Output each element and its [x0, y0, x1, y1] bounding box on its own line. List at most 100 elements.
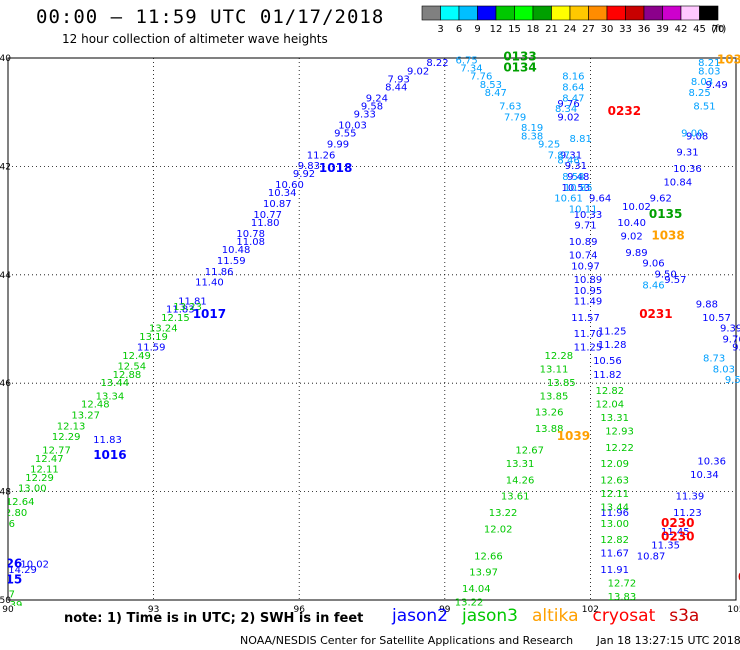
wave-height-value: 8.73: [703, 354, 725, 365]
wave-height-value: 8.03: [698, 66, 720, 77]
wave-height-value: 13.33: [0, 578, 3, 589]
wave-height-value: 10.87: [263, 199, 292, 210]
wave-height-value: 9.02: [621, 232, 643, 243]
wave-height-value: 8.46: [642, 280, 664, 291]
wave-height-value: 13.44: [600, 503, 629, 514]
wave-height-value: 11.49: [574, 297, 603, 308]
wave-height-value: 13.23: [173, 302, 202, 313]
wave-height-value: 12.29: [52, 432, 81, 443]
wave-height-value: 8.34: [555, 104, 577, 115]
wave-height-value: 13.85: [540, 391, 569, 402]
colorbar-label: 30: [601, 24, 614, 35]
x-tick-label: 90: [2, 605, 14, 615]
colorbar-label: 24: [564, 24, 577, 35]
pass-time-label: 0229: [644, 605, 677, 619]
wave-height-value: 9.08: [686, 131, 708, 142]
wave-height-value: 9.58: [361, 101, 383, 112]
wave-height-value: 9.00: [681, 129, 703, 140]
wave-height-value: 8.47: [485, 88, 507, 99]
wave-height-value: 12.22: [605, 443, 634, 454]
wave-height-value: 12.29: [25, 473, 54, 484]
wave-height-value: 10.02: [20, 559, 49, 570]
wave-height-value: 9.62: [650, 194, 672, 205]
wave-height-value: 13.31: [506, 459, 535, 470]
wave-height-value: 11.82: [593, 370, 622, 381]
wave-height-value: 8.22: [426, 58, 448, 69]
wave-height-value: 12.04: [595, 400, 624, 411]
y-tick-label: -44: [0, 271, 11, 281]
credit-text: NOAA/NESDIS Center for Satellite Applica…: [240, 634, 574, 647]
wave-height-value: 10.61: [554, 194, 583, 205]
wave-height-value: 13.00: [18, 484, 47, 495]
wave-height-value: 14.37: [0, 589, 15, 600]
chart-subtitle: 12 hour collection of altimeter wave hei…: [62, 32, 328, 46]
plot-frame: [7, 57, 737, 601]
wave-height-value: 13.09: [0, 541, 3, 552]
wave-height-value: 11.28: [598, 340, 627, 351]
wave-height-value: 8.64: [562, 83, 584, 94]
wave-height-value: 12.49: [122, 351, 151, 362]
wave-height-value: 9.02: [407, 66, 429, 77]
wave-height-value: 11.23: [673, 508, 702, 519]
wave-height-value: 9.71: [574, 221, 596, 232]
wave-height-value: 11.59: [137, 343, 166, 354]
pass-time-label: 1038: [651, 229, 684, 243]
x-tick-label: 105: [727, 605, 740, 615]
colorbar-label: 70: [712, 24, 725, 35]
pass-time-label: 0133: [503, 50, 536, 64]
wave-height-value: 9.53: [725, 375, 740, 386]
y-tick-label: -46: [0, 379, 11, 389]
wave-height-value: 8.25: [688, 88, 710, 99]
wave-height-value: 8.47: [562, 93, 584, 104]
colorbar-label: 12: [490, 24, 503, 35]
colorbar-label: (ft): [711, 24, 726, 35]
y-tick-label: -50: [0, 596, 11, 606]
wave-height-value: 10.74: [569, 251, 598, 262]
wave-height-value: 11.83: [93, 435, 122, 446]
pass-time-label: 0134: [503, 61, 536, 75]
wave-height-value: 9.89: [625, 248, 647, 259]
wave-height-value: 9.83: [298, 161, 320, 172]
pass-time-label: 022: [738, 570, 740, 584]
wave-height-value: 12.80: [0, 508, 27, 519]
wave-height-value: 8.03: [691, 77, 713, 88]
colorbar-label: 15: [508, 24, 521, 35]
wave-height-value: 14.29: [8, 565, 37, 576]
colorbar-label: 39: [656, 24, 669, 35]
y-tick-label: -40: [0, 54, 11, 64]
wave-height-value: 8.19: [521, 123, 543, 134]
wave-height-value: 8.53: [480, 80, 502, 91]
wave-height-value: 11.45: [661, 527, 690, 538]
wave-height-value: 12.47: [35, 454, 64, 465]
y-tick-label: -42: [0, 162, 11, 172]
legend-entry-s3a: s3a: [669, 606, 700, 626]
wave-height-value: 10.11: [569, 204, 598, 215]
wave-height-value: 13.93: [612, 606, 641, 617]
colorbar-label: 45: [693, 24, 706, 35]
x-tick-label: 102: [582, 605, 599, 615]
wave-height-colorbar: 3 6 9 12 15 18 21 24 27 30 33 36 39 42 45 70(ft): [421, 5, 726, 35]
wave-height-value: 10.85: [564, 183, 593, 194]
chart-note: note: 1) Time is in UTC; 2) SWH is in fe…: [64, 611, 364, 626]
colorbar-label: 18: [527, 24, 540, 35]
x-tick-label: 96: [293, 605, 305, 615]
wave-height-value: 11.25: [574, 343, 603, 354]
wave-height-value: 8.16: [562, 72, 584, 83]
wave-height-value: 12.11: [30, 465, 59, 476]
y-tick-label: -48: [0, 488, 11, 498]
wave-height-value: 13.22: [455, 597, 484, 608]
wave-height-value: 8.51: [693, 101, 715, 112]
wave-height-value: 10.84: [663, 177, 692, 188]
wave-height-value: 12.11: [600, 489, 629, 500]
wave-height-value: 11.81: [178, 297, 207, 308]
wave-height-value: 11.35: [651, 541, 680, 552]
wave-height-value: 13.88: [535, 424, 564, 435]
wave-height-value: 10.36: [697, 457, 726, 468]
wave-height-value: 10.77: [253, 210, 282, 221]
wave-height-value: 10.03: [338, 120, 367, 131]
wave-height-value: 12.82: [600, 535, 629, 546]
wave-height-value: 9.76: [557, 99, 579, 110]
legend-entry-cryosat: cryosat: [592, 606, 656, 626]
wave-height-value: 9.64: [589, 194, 611, 205]
wave-height-value: 11.08: [236, 237, 265, 248]
